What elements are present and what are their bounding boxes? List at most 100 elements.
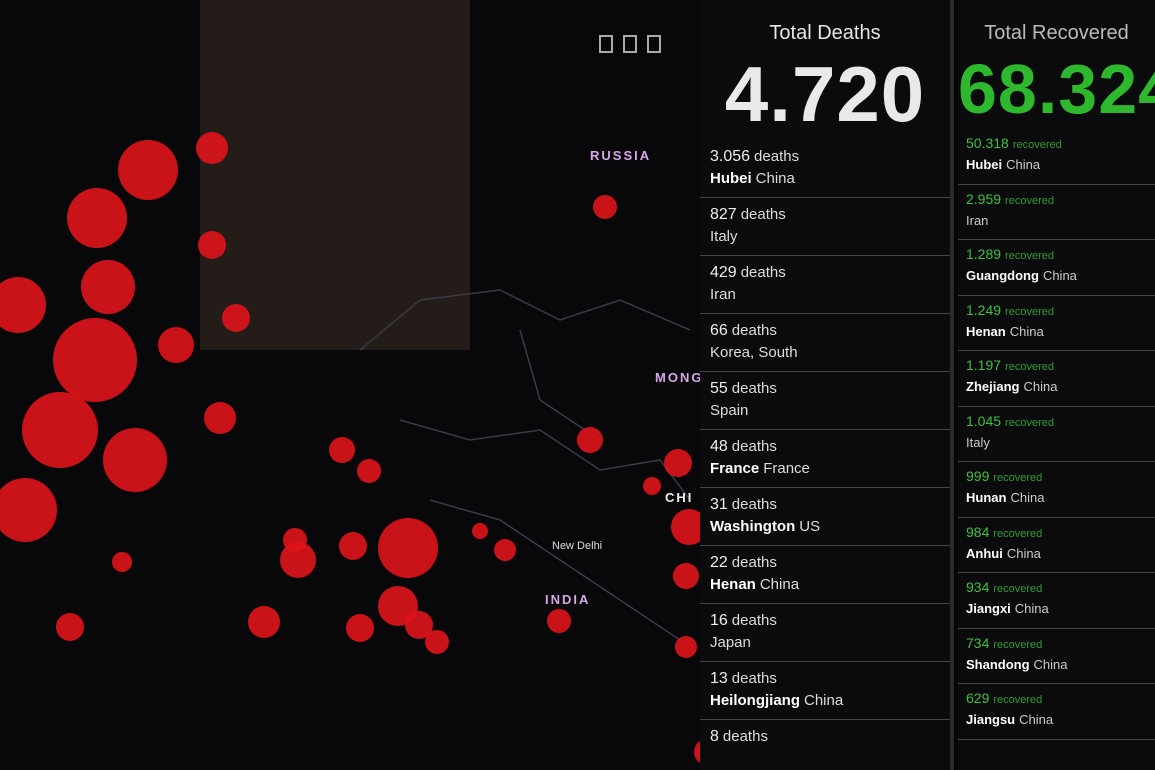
country: China [759, 576, 800, 593]
map-bubble [547, 609, 571, 633]
unit: deaths [740, 206, 786, 223]
panel-title: Total Recovered [984, 22, 1129, 44]
count: 1.289 [966, 246, 1002, 262]
unit: deaths [731, 438, 777, 455]
location: Washington US [710, 518, 940, 535]
row-count-line: 3.056 deaths [710, 148, 940, 166]
list-icon[interactable] [623, 35, 637, 53]
row-count-line: 8 deaths [710, 728, 940, 746]
unit: recovered [1005, 361, 1054, 373]
place: Guangdong [966, 268, 1039, 283]
list-row: 13 deaths Heilongjiang China [700, 662, 950, 720]
list-row: 1.289 recovered Guangdong China [958, 240, 1155, 296]
country: Italy [710, 228, 738, 245]
place: Hubei [710, 170, 752, 187]
row-count-line: 999 recovered [966, 468, 1147, 486]
map-bubble [643, 477, 661, 495]
unit: deaths [722, 728, 768, 745]
location: Jiangxi China [966, 601, 1147, 616]
map-bubble [357, 459, 381, 483]
grid-icon[interactable] [647, 35, 661, 53]
row-count-line: 22 deaths [710, 554, 940, 572]
map-bubble [339, 532, 367, 560]
unit: recovered [993, 527, 1043, 540]
map-bubble [198, 231, 226, 259]
country: China [1006, 545, 1041, 561]
place: Shandong [966, 656, 1030, 672]
map-bubble [118, 140, 178, 200]
place: France [710, 460, 760, 477]
location: Iran [966, 213, 1147, 228]
map-bubble [283, 528, 307, 552]
row-count-line: 429 deaths [710, 264, 940, 282]
country: China [1023, 379, 1058, 394]
list-row: 827 deaths Italy [700, 198, 950, 256]
row-count-line: 1.045 recovered [966, 413, 1147, 431]
country: China [1010, 490, 1045, 505]
row-count-line: 629 recovered [966, 690, 1147, 708]
place: Henan [966, 323, 1006, 339]
bookmark-icon[interactable] [599, 35, 613, 53]
map-bubble [0, 478, 57, 542]
location: Jiangsu China [966, 712, 1147, 727]
map-bubble [103, 428, 167, 492]
count: 55 [710, 380, 728, 397]
country: Italy [966, 434, 990, 450]
count: 1.045 [966, 412, 1002, 429]
list-row: 1.197 recovered Zhejiang China [958, 351, 1155, 407]
place: Heilongjiang [710, 692, 800, 709]
unit: recovered [993, 472, 1043, 484]
map-bubble [378, 586, 418, 626]
location: Anhui China [966, 546, 1147, 561]
place: Zhejiang [966, 379, 1020, 394]
location: Italy [966, 435, 1147, 450]
location: Hunan China [966, 490, 1147, 505]
country: China [1014, 601, 1049, 616]
unit: deaths [731, 380, 777, 397]
location: Italy [710, 228, 940, 245]
count: 2.959 [966, 190, 1002, 207]
unit: recovered [993, 694, 1043, 706]
map-bubble [22, 392, 98, 468]
country: China [1006, 157, 1041, 172]
place: Hubei [966, 157, 1003, 172]
map-bubble [222, 304, 250, 332]
map-bubble [67, 188, 127, 248]
list-row: 984 recovered Anhui China [958, 518, 1155, 573]
place: Henan [710, 576, 756, 593]
map-bubble [329, 437, 355, 463]
list-row: 629 recovered Jiangsu China [958, 684, 1155, 740]
country: Spain [710, 402, 749, 419]
list-row: 3.056 deaths Hubei China [700, 140, 950, 198]
unit: recovered [993, 583, 1043, 595]
map-bubble [593, 195, 617, 219]
unit: deaths [731, 612, 777, 629]
map-bubble [378, 518, 438, 578]
country: Japan [710, 634, 751, 651]
list-row: 429 deaths Iran [700, 256, 950, 314]
map-bubble [577, 427, 603, 453]
location: Guangdong China [966, 268, 1147, 283]
list-row: 1.249 recovered Henan China [958, 296, 1155, 351]
row-count-line: 31 deaths [710, 496, 940, 514]
map-label: INDIA [545, 592, 591, 607]
unit: recovered [1012, 139, 1062, 151]
count: 1.249 [966, 301, 1002, 318]
country: China [1009, 323, 1044, 339]
country: France [763, 460, 810, 477]
count: 734 [966, 634, 990, 651]
map-label: RUSSIA [590, 148, 652, 163]
location: Spain [710, 402, 940, 419]
unit: recovered [1005, 194, 1054, 207]
map-bubble [494, 539, 516, 561]
count: 16 [710, 612, 728, 629]
list-row: 934 recovered Jiangxi China [958, 573, 1155, 629]
count: 3.056 [710, 148, 751, 165]
recovered-list: 50.318 recovered Hubei China 2.959 recovered I… [958, 129, 1155, 740]
unit: deaths [731, 496, 777, 513]
panel-title: Total Deaths [769, 22, 881, 44]
list-row: 55 deaths Spain [700, 372, 950, 430]
country: China [804, 692, 844, 709]
country: Korea, South [710, 344, 798, 361]
